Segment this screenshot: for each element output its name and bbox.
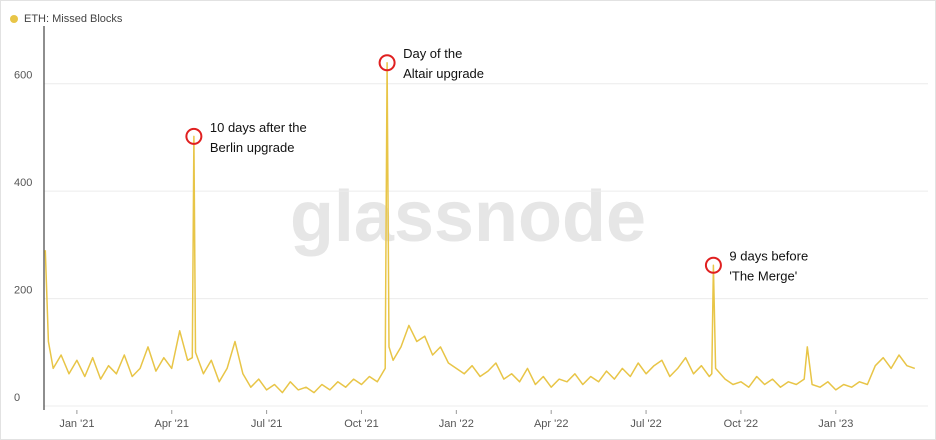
annotation-text: 10 days after the: [210, 120, 307, 135]
annotation-text: 'The Merge': [729, 269, 797, 284]
x-tick-label: Jan '23: [818, 418, 853, 430]
annotation-circle: [704, 256, 722, 274]
data-line: [44, 62, 916, 394]
legend-label: ETH: Missed Blocks: [24, 13, 123, 25]
x-tick-label: Jul '22: [630, 418, 661, 430]
annotation-text: Altair upgrade: [403, 66, 484, 81]
y-tick-label: 600: [14, 70, 32, 82]
x-tick-label: Apr '22: [534, 418, 569, 430]
y-tick-label: 400: [14, 177, 32, 189]
annotation-circle: [185, 127, 203, 145]
x-tick-label: Oct '22: [724, 418, 759, 430]
y-tick-label: 200: [14, 284, 32, 296]
annotation-text: Berlin upgrade: [210, 140, 295, 155]
legend-marker: [10, 15, 18, 23]
x-tick-label: Jan '22: [439, 418, 474, 430]
annotation-text: 9 days before: [729, 249, 808, 264]
watermark: glassnode: [290, 177, 646, 257]
x-tick-label: Jul '21: [251, 418, 282, 430]
annotation-text: Day of the: [403, 46, 462, 61]
x-tick-label: Oct '21: [344, 418, 379, 430]
annotation-circle: [378, 54, 396, 72]
x-tick-label: Apr '21: [154, 418, 189, 430]
x-tick-label: Jan '21: [59, 418, 94, 430]
y-tick-label: 0: [14, 392, 20, 404]
